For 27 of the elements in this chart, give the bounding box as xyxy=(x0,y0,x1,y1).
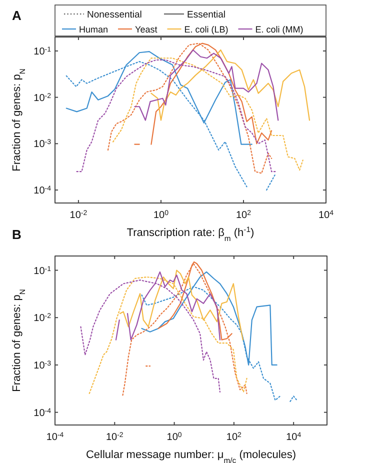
x-tick-label: 10$^{2}$ xyxy=(236,210,252,221)
x-tick-label: 10$^{0}$ xyxy=(166,432,182,443)
chart-title: B xyxy=(12,227,22,242)
y-tick-label: 10$^{-1}$ xyxy=(34,265,52,277)
y-tick-label: 10$^{-3}$ xyxy=(34,138,52,150)
legend-label: Yeast xyxy=(135,24,158,34)
legend-label: E. coli (LB) xyxy=(184,24,228,34)
y-tick-label: 10$^{-4}$ xyxy=(34,185,52,197)
x-axis-title: Transcription rate: β$_{m}$ (h$^{-1}$) xyxy=(126,224,254,242)
y-tick-label: 10$^{-1}$ xyxy=(34,46,52,58)
text: Nonessential xyxy=(87,10,142,20)
text: Essential xyxy=(187,10,226,20)
legend-label: E. coli (MM) xyxy=(255,24,304,34)
y-tick-label: 10$^{-3}$ xyxy=(34,360,52,372)
chart-title: A xyxy=(12,8,22,23)
legend-label: Human xyxy=(79,24,108,34)
x-tick-label: 10$^{-2}$ xyxy=(106,432,124,443)
y-tick-label: 10$^{-2}$ xyxy=(34,92,52,104)
x-tick-label: 10$^{4}$ xyxy=(286,432,302,443)
x-tick-label: 10$^{-2}$ xyxy=(70,210,88,221)
x-tick-label: 10$^{4}$ xyxy=(318,210,334,221)
x-tick-label: 10$^{0}$ xyxy=(153,210,169,221)
x-tick-label: 10$^{2}$ xyxy=(226,432,242,443)
y-tick-label: 10$^{-4}$ xyxy=(34,407,52,419)
y-tick-label: 10$^{-2}$ xyxy=(34,312,52,324)
x-tick-label: 10$^{-4}$ xyxy=(46,432,64,443)
x-axis-title: Cellular message number: μ$_{m/c}$ (molecules) xyxy=(86,449,296,463)
